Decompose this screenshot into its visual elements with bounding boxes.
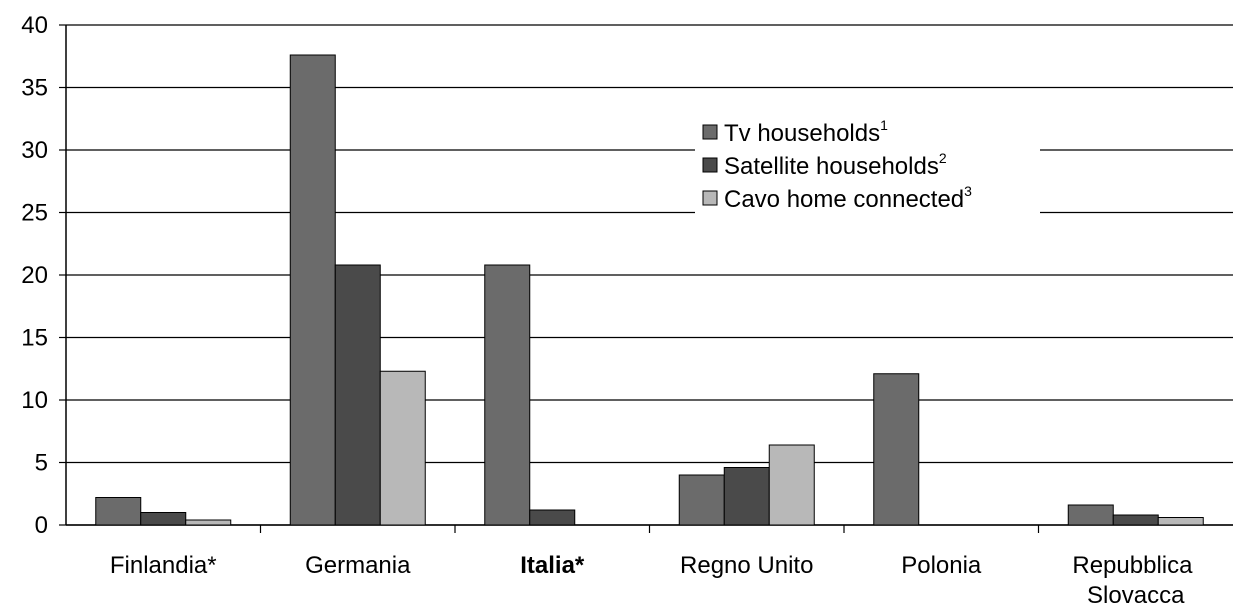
x-tick-label: Polonia	[901, 552, 982, 579]
y-tick-label: 0	[35, 512, 48, 539]
x-tick-label: Finlandia*	[110, 552, 217, 579]
legend-swatch	[702, 124, 718, 140]
legend-name: Cavo home connected	[724, 186, 964, 213]
bar	[95, 497, 142, 526]
x-tick-label: Germania	[305, 552, 411, 579]
bar	[334, 264, 381, 526]
bar	[768, 444, 815, 526]
bar	[379, 370, 426, 526]
bar	[678, 474, 725, 526]
y-tick-label: 40	[21, 12, 48, 39]
legend-box	[695, 112, 1040, 217]
bar	[529, 509, 576, 526]
legend-footnote: 1	[880, 117, 888, 133]
bar	[484, 264, 531, 526]
y-tick-label: 10	[21, 387, 48, 414]
legend-swatch	[702, 157, 718, 173]
legend-label: Tv households1	[724, 117, 888, 147]
bar	[140, 512, 187, 526]
y-tick-label: 30	[21, 137, 48, 164]
legend-footnote: 3	[964, 183, 972, 199]
bar	[289, 54, 336, 526]
bar	[873, 373, 920, 526]
legend-name: Satellite households	[724, 153, 939, 180]
bar	[723, 467, 770, 526]
legend-name: Tv households	[724, 120, 880, 147]
y-tick-label: 35	[21, 75, 48, 102]
x-tick-label: Regno Unito	[680, 552, 813, 579]
y-tick-label: 15	[21, 325, 48, 352]
bar	[1157, 517, 1204, 526]
legend-label: Cavo home connected3	[724, 183, 972, 213]
legend-footnote: 2	[939, 150, 947, 166]
x-tick-label: Repubblica Slovacca	[1072, 552, 1199, 609]
bar	[1067, 504, 1114, 526]
y-tick-label: 25	[21, 200, 48, 227]
bar	[185, 519, 232, 526]
bar	[1112, 514, 1159, 526]
y-tick-label: 5	[35, 450, 48, 477]
legend-swatch	[702, 190, 718, 206]
x-tick-label: Italia*	[520, 552, 585, 579]
y-tick-label: 20	[21, 262, 48, 289]
legend-label: Satellite households2	[724, 150, 947, 180]
